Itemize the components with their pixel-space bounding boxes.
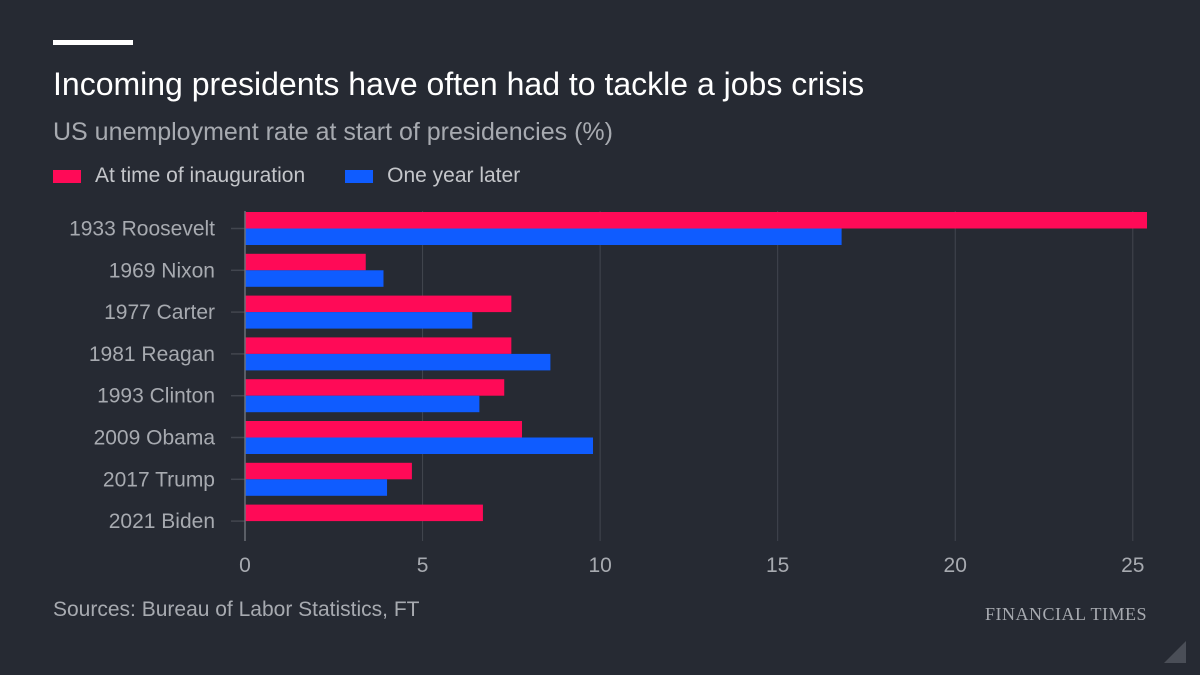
top-rule [53, 40, 133, 45]
y-tick-label-2: 1977 Carter [104, 301, 215, 324]
corner-resize-icon [1164, 641, 1186, 663]
bar-inauguration-6 [245, 462, 412, 480]
x-tick-label-5: 5 [417, 554, 429, 577]
bar-inauguration-7 [245, 504, 483, 522]
bar-inauguration-2 [245, 295, 512, 313]
bar-inauguration-5 [245, 421, 522, 438]
legend-label-inauguration: At time of inauguration [95, 164, 306, 187]
bar-one-year-later-0 [245, 228, 842, 245]
bar-one-year-later-5 [245, 437, 594, 454]
chart-subtitle: US unemployment rate at start of preside… [53, 118, 613, 146]
y-tick-label-5: 2009 Obama [94, 427, 216, 450]
bar-inauguration-4 [245, 379, 505, 396]
legend-item-one-year-later: One year later [345, 164, 520, 188]
bar-one-year-later-6 [245, 479, 388, 496]
bar-one-year-later-4 [245, 395, 480, 413]
legend: At time of inauguration One year later [53, 164, 560, 188]
y-tick-label-3: 1981 Reagan [89, 343, 215, 366]
bar-inauguration-3 [245, 337, 512, 354]
legend-swatch-one-year-later [345, 169, 374, 183]
bar-one-year-later-1 [245, 270, 384, 287]
legend-item-inauguration: At time of inauguration [53, 164, 305, 188]
bar-inauguration-0 [245, 212, 1147, 229]
x-tick-label-20: 20 [944, 554, 967, 577]
y-tick-label-4: 1993 Clinton [97, 385, 215, 408]
bar-one-year-later-2 [245, 312, 473, 329]
y-tick-label-0: 1933 Roosevelt [69, 218, 215, 241]
bar-one-year-later-3 [245, 353, 551, 371]
legend-swatch-inauguration [53, 169, 81, 183]
x-tick-label-0: 0 [239, 554, 251, 577]
chart-title: Incoming presidents have often had to ta… [53, 66, 865, 102]
ft-brand: FINANCIAL TIMES [984, 604, 1147, 624]
x-tick-label-15: 15 [766, 554, 789, 577]
y-tick-label-6: 2017 Trump [103, 468, 215, 491]
y-tick-label-1: 1969 Nixon [109, 259, 215, 282]
bar-inauguration-1 [245, 253, 366, 271]
y-tick-label-7: 2021 Biden [109, 510, 215, 533]
x-tick-label-10: 10 [588, 554, 611, 577]
source-note: Sources: Bureau of Labor Statistics, FT [53, 598, 420, 621]
x-tick-label-25: 25 [1121, 554, 1144, 577]
legend-label-one-year-later: One year later [387, 164, 521, 187]
